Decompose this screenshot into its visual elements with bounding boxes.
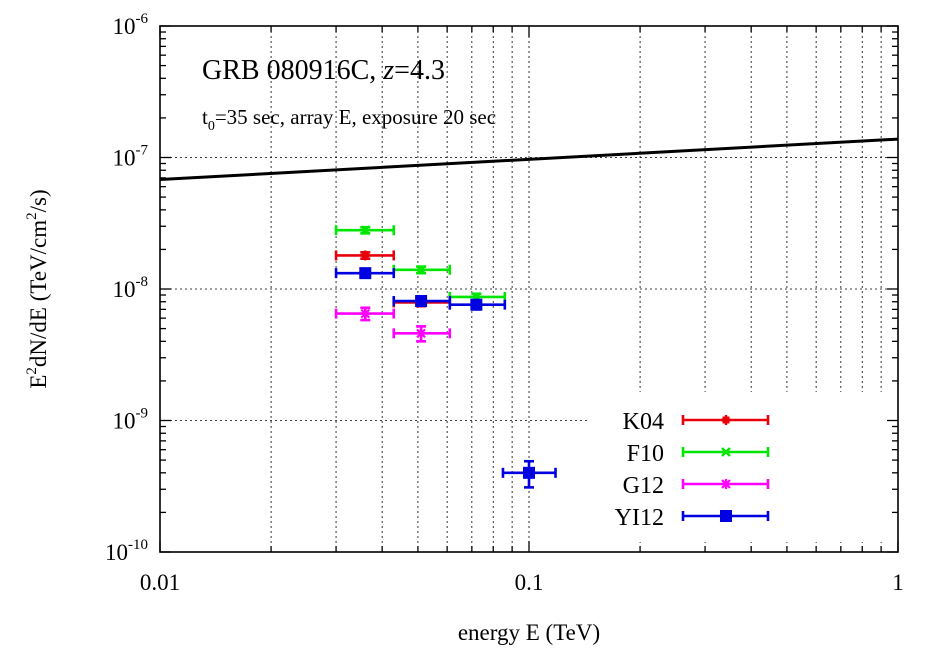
chart-subtitle: t0=35 sec, array E, exposure 20 sec [202,105,496,134]
legend-entry-f10: F10 [627,441,770,467]
y-tick-label: 10-8 [113,274,149,302]
marker-plus-core [722,416,730,424]
data-point-yi12 [334,267,396,280]
marker-plus-core [361,251,369,259]
data-point-yi12 [448,298,507,311]
y-tick-label: 10-6 [113,11,149,39]
data-point-g12 [334,306,396,322]
data-point-k04 [334,250,396,261]
marker-cross-b [360,225,371,236]
marker-square [415,295,428,308]
data-point-f10 [334,225,396,236]
x-tick-label: 0.01 [140,570,180,595]
data-point-yi12 [501,459,557,489]
legend-label: YI12 [615,505,664,531]
chart-title: GRB 080916C, z=4.3 [202,55,445,86]
y-tick-label: 10-7 [113,143,149,171]
data-point-f10 [392,264,452,275]
marker-square [470,298,483,311]
series-f10 [334,225,507,302]
series-yi12 [334,267,557,489]
x-tick-label: 1 [892,570,904,595]
marker-cross-b [416,264,426,275]
marker-cross-b [721,447,731,457]
marker-square [523,466,535,479]
legend-entry-k04: K04 [623,409,770,435]
y-axis-label: E2dN/dE (TeV/cm2/s) [24,189,51,388]
legend-label: G12 [623,473,664,499]
legend-label: K04 [623,409,664,435]
data-point-g12 [392,325,452,343]
y-tick-labels: 10-10 10-9 10-8 10-7 10-6 [105,11,148,565]
legend-label: F10 [627,441,664,467]
x-tick-labels: 0.01 0.1 1 [140,570,904,595]
x-axis-label: energy E (TeV) [458,620,600,645]
plot-frame [159,25,899,553]
data-point-yi12 [392,295,452,308]
y-tick-label: 10-10 [105,537,148,565]
model-spectrum-line [160,137,898,182]
legend-entry-yi12: YI12 [615,505,770,531]
legend-entry-g12: G12 [623,473,770,499]
x-tick-label: 0.1 [515,570,544,595]
legend: K04 F10 G12 YI12 [587,392,887,542]
plot-area [160,137,898,489]
y-tick-label: 10-9 [113,406,149,434]
series-g12 [334,306,452,343]
marker-square [359,267,372,280]
marker-square [720,510,732,522]
